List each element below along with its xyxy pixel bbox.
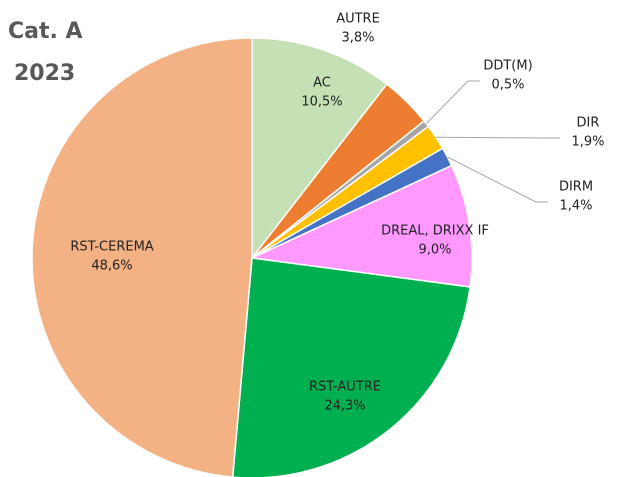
pie-slice — [251, 37, 388, 261]
pie-slice — [31, 37, 253, 477]
slice-value-label: 0,5% — [491, 78, 524, 93]
leader-line — [435, 136, 560, 139]
slice-value-label: 24,3% — [324, 399, 365, 414]
slice-value-label: 48,6% — [91, 259, 132, 274]
slice-value-label: 1,9% — [571, 135, 604, 150]
slice-label: DIRM — [559, 180, 593, 195]
slice-label: DIR — [577, 116, 600, 131]
slice-value-label: 3,8% — [341, 31, 374, 46]
slice-label: RST-CEREMA — [70, 240, 153, 255]
slice-value-label: 9,0% — [418, 243, 451, 258]
slice-value-label: 1,4% — [559, 199, 592, 214]
pie-slice — [249, 164, 473, 288]
slice-label: RST-AUTRE — [309, 380, 381, 395]
chart-subtitle: 2023 — [14, 61, 75, 86]
leader-line — [447, 156, 548, 203]
slice-value-label: 10,5% — [301, 95, 342, 110]
leader-line — [425, 80, 480, 125]
chart-title: Cat. A — [8, 19, 83, 44]
slice-label: DREAL, DRIXX IF — [381, 224, 489, 239]
slice-label: DDT(M) — [483, 59, 532, 74]
slice-label: AC — [313, 76, 331, 91]
slice-label: AUTRE — [336, 12, 380, 27]
pie-slice — [231, 257, 471, 477]
